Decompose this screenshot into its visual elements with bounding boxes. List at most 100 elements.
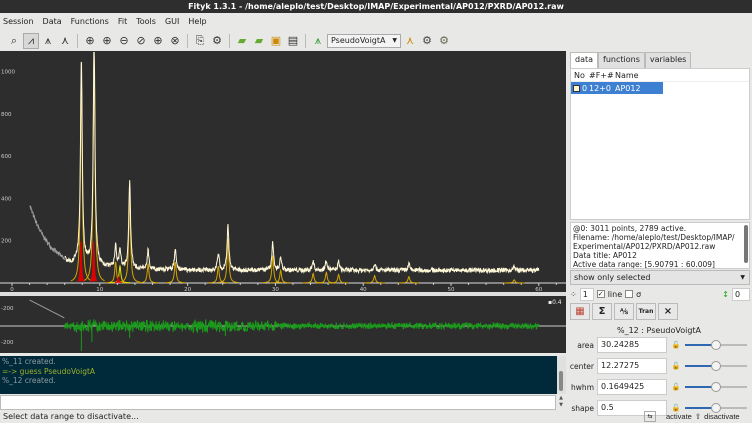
menu-help[interactable]: Help bbox=[188, 17, 207, 26]
menubar: Session Data Functions Fit Tools GUI Help bbox=[0, 13, 752, 30]
recent-data-icon[interactable]: ▰ bbox=[254, 34, 264, 47]
activate-label[interactable]: activate bbox=[666, 412, 692, 421]
settings-icon[interactable]: ⚙ bbox=[212, 34, 222, 47]
point-size-spinner[interactable]: 1 bbox=[579, 287, 594, 301]
transform-button[interactable]: Tran bbox=[636, 303, 656, 320]
tab-variables[interactable]: variables bbox=[644, 52, 692, 68]
peak-curve[interactable] bbox=[109, 264, 131, 284]
slider-knob[interactable] bbox=[711, 361, 721, 371]
info-scrollbar[interactable] bbox=[744, 225, 748, 263]
menu-gui[interactable]: GUI bbox=[164, 17, 180, 26]
param-value-input[interactable]: 12.27275 bbox=[597, 358, 667, 374]
zoom-prev-icon[interactable]: ⊘ bbox=[136, 34, 146, 47]
lock-icon[interactable]: 🔓 bbox=[671, 404, 681, 412]
peak-curve[interactable] bbox=[364, 274, 385, 284]
lock-icon[interactable]: 🔓 bbox=[671, 362, 681, 370]
show-select-dropdown[interactable]: show only selected ▼ bbox=[570, 270, 750, 285]
info-line: Filename: /home/aleplo/test/Desktop/IMAP… bbox=[573, 233, 735, 242]
residual-y-label: -200 bbox=[1, 306, 14, 312]
lock-icon[interactable]: 🔓 bbox=[671, 383, 681, 391]
guess-peak-icon[interactable]: ⩚ bbox=[314, 33, 322, 47]
sigma-checkbox[interactable] bbox=[625, 290, 634, 298]
menu-fit[interactable]: Fit bbox=[117, 17, 128, 26]
menu-session[interactable]: Session bbox=[3, 17, 34, 26]
x-tick-label: 30 bbox=[272, 287, 279, 292]
slider-knob[interactable] bbox=[711, 340, 721, 350]
peak-curve[interactable] bbox=[119, 196, 141, 283]
add-function-icon[interactable]: ⋏ bbox=[405, 34, 415, 47]
peak-curve[interactable] bbox=[270, 268, 291, 284]
load-data-icon[interactable]: ▰ bbox=[237, 34, 247, 47]
param-slider[interactable] bbox=[685, 361, 747, 371]
zoom-in-icon[interactable]: ⊕ bbox=[85, 34, 95, 47]
color-swatch[interactable] bbox=[573, 84, 580, 92]
table-row[interactable]: 0 12+0 AP012 bbox=[571, 82, 663, 94]
toggle-mode-icon[interactable]: ⇧ bbox=[694, 412, 702, 421]
main-plot[interactable]: 0 10 20 30 40 50 60 200 400 600 800 1000 bbox=[0, 51, 566, 292]
peak-curve[interactable] bbox=[217, 238, 239, 284]
export-plot-icon[interactable]: ▣ bbox=[270, 34, 282, 47]
shift-spinner[interactable]: 0 bbox=[732, 287, 750, 301]
peak-curve[interactable] bbox=[105, 261, 127, 284]
peak-curve[interactable] bbox=[328, 273, 349, 284]
slider-knob[interactable] bbox=[711, 403, 721, 413]
peak-curve[interactable] bbox=[398, 275, 420, 284]
menu-data[interactable]: Data bbox=[42, 17, 62, 26]
status-bar: Select data range to disactivate... bbox=[0, 410, 566, 423]
menu-tools[interactable]: Tools bbox=[136, 17, 156, 26]
param-slider[interactable] bbox=[685, 340, 747, 350]
menu-functions[interactable]: Functions bbox=[70, 17, 109, 26]
disactivate-label[interactable]: disactivate bbox=[704, 412, 740, 421]
peak-curve[interactable] bbox=[207, 265, 229, 284]
tab-data[interactable]: data bbox=[570, 52, 599, 68]
model-fill bbox=[114, 275, 122, 284]
residual-inactive-series bbox=[29, 299, 65, 319]
toolbar-separator bbox=[77, 33, 78, 48]
line-label: line bbox=[607, 289, 623, 299]
run-fit-icon[interactable]: ⚙ bbox=[422, 34, 432, 47]
param-value-input[interactable]: 0.1649425 bbox=[597, 379, 667, 395]
delete-button[interactable]: × bbox=[658, 303, 678, 320]
console-scrollbar[interactable] bbox=[557, 356, 566, 394]
peak-curve[interactable] bbox=[503, 279, 525, 284]
sum-button[interactable]: Σ bbox=[592, 303, 612, 320]
history-spinner[interactable]: ▲ ▼ bbox=[559, 395, 563, 408]
function-options-button[interactable]: ⇆ bbox=[644, 411, 656, 422]
info-line: Active data range: [5.90791 : 60.009] bbox=[573, 260, 715, 269]
zoom-box-icon[interactable]: ⊕ bbox=[153, 34, 163, 47]
param-row-shape: shape 0.5 🔓 bbox=[566, 399, 752, 417]
param-value-input[interactable]: 30.24285 bbox=[597, 337, 667, 353]
merge-button[interactable]: ⅍ bbox=[614, 303, 634, 320]
zoom-out-icon[interactable]: ⊗ bbox=[170, 34, 180, 47]
plot-splitter[interactable] bbox=[0, 292, 566, 296]
toolbar-separator bbox=[305, 33, 306, 48]
slider-knob[interactable] bbox=[711, 382, 721, 392]
inactive-data-series bbox=[29, 205, 65, 261]
param-label: hwhm bbox=[571, 382, 594, 392]
sigma-label: σ bbox=[636, 289, 642, 299]
add-peak-mode-icon[interactable]: ⩚ bbox=[44, 33, 52, 47]
zoom-v-icon[interactable]: ⊖ bbox=[119, 34, 129, 47]
command-input[interactable] bbox=[0, 395, 556, 410]
lock-icon[interactable]: 🔓 bbox=[671, 341, 681, 349]
peak-curve[interactable] bbox=[315, 271, 337, 284]
param-slider[interactable] bbox=[685, 382, 747, 392]
param-value-input[interactable]: 0.5 bbox=[597, 400, 667, 416]
edit-data-icon[interactable]: ▤ bbox=[287, 34, 299, 47]
zoom-h-icon[interactable]: ⊕ bbox=[102, 34, 112, 47]
zoom-all-icon[interactable]: ⌕ bbox=[10, 33, 18, 47]
residual-plot[interactable]: -200 -200 ▪0.4 bbox=[0, 296, 566, 353]
color-grid-button[interactable]: ▦ bbox=[570, 303, 590, 320]
tab-functions[interactable]: functions bbox=[598, 52, 645, 68]
param-slider[interactable] bbox=[685, 403, 747, 413]
function-type-select[interactable]: PseudoVoigtA ▼ bbox=[327, 33, 401, 48]
undo-fit-icon[interactable]: ⚙ bbox=[439, 34, 449, 47]
peak-curve[interactable] bbox=[262, 255, 283, 284]
edit-config-icon[interactable]: ⎘ bbox=[195, 33, 205, 47]
peak-tool-icon[interactable]: ⋏ bbox=[60, 34, 70, 47]
data-range-mode-icon[interactable]: ⩘ bbox=[23, 32, 39, 49]
peak-curve[interactable] bbox=[164, 261, 186, 284]
peak-curve[interactable] bbox=[137, 262, 159, 284]
peak-curve[interactable] bbox=[302, 272, 324, 284]
line-checkbox[interactable]: ✓ bbox=[596, 290, 605, 298]
